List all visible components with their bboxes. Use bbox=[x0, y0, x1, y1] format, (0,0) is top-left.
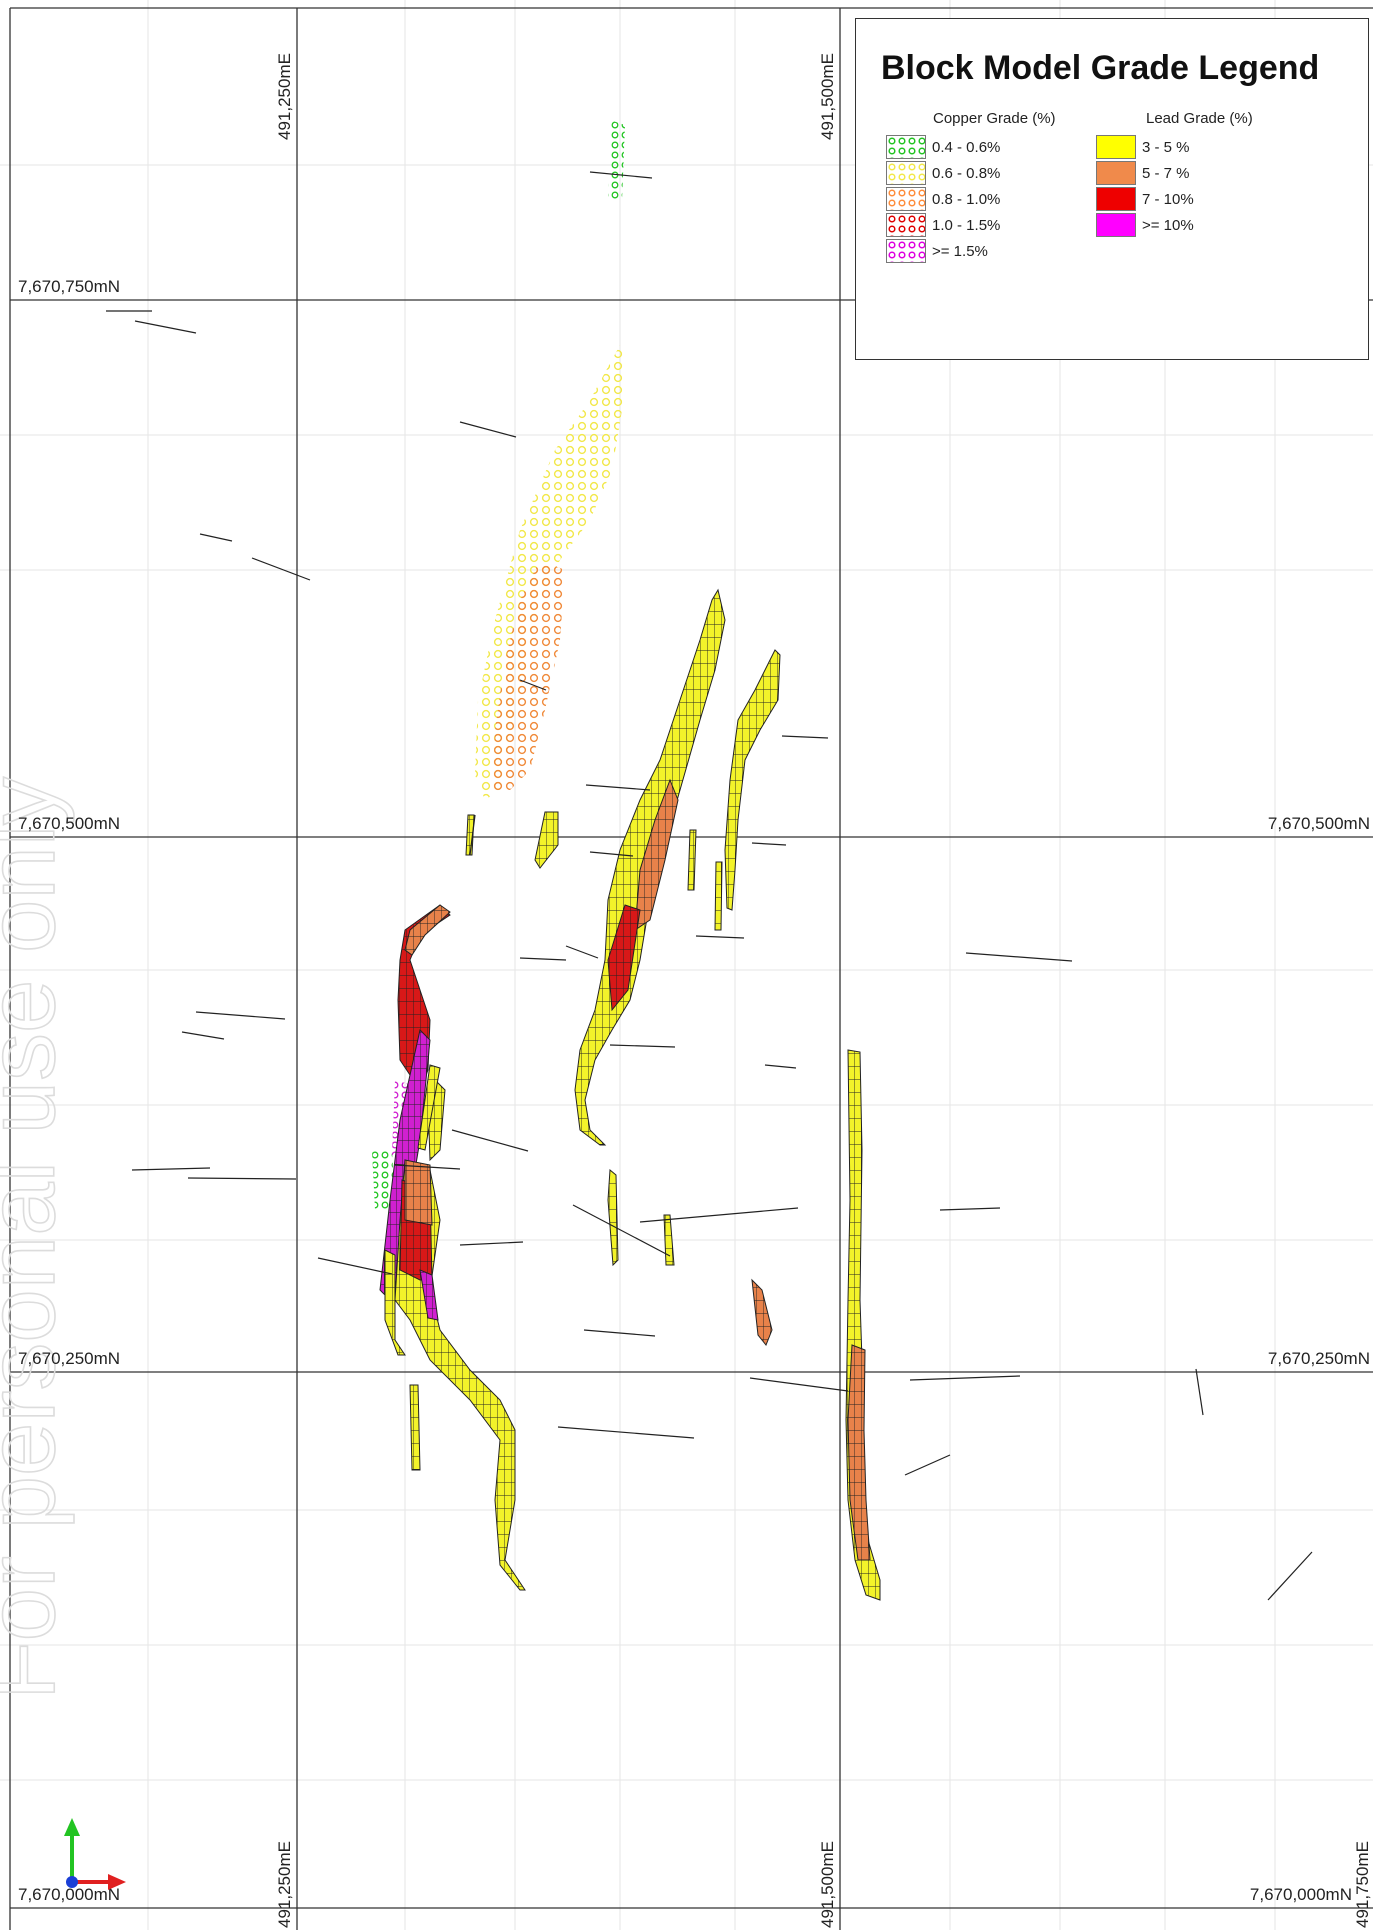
copper-legend-label: 0.8 - 1.0% bbox=[932, 190, 1001, 208]
easting-label-bottom-1: 491,250mE bbox=[275, 1841, 294, 1928]
copper-legend-label: 0.4 - 0.6% bbox=[932, 138, 1001, 156]
lead-legend-item: 3 - 5 % bbox=[1096, 135, 1190, 159]
lode-central-red bbox=[607, 904, 641, 1012]
lode-west-left-sliver bbox=[384, 1249, 406, 1356]
copper-legend-item: >= 1.5% bbox=[886, 239, 988, 263]
grade-legend: Block Model Grade Legend Copper Grade (%… bbox=[855, 18, 1369, 360]
lode-west-orange-core bbox=[404, 1159, 433, 1226]
lode-east-north bbox=[724, 649, 781, 911]
northing-label-left-2: 7,670,500mN bbox=[18, 814, 120, 833]
lead-legend-label: 5 - 7 % bbox=[1142, 164, 1190, 182]
lode-west-upper-sliver bbox=[417, 1064, 441, 1151]
lead-grade-blocks bbox=[379, 588, 881, 1601]
northing-label-left-4: 7,670,000mN bbox=[18, 1885, 120, 1904]
grid-labels: 491,250mE 491,500mE 491,250mE 491,500mE … bbox=[18, 53, 1372, 1928]
copper-swatch-3 bbox=[886, 213, 926, 237]
easting-label-top-1: 491,250mE bbox=[275, 53, 294, 140]
lode-central-orange bbox=[634, 778, 679, 931]
copper-zone-orange bbox=[492, 560, 565, 790]
copper-legend-item: 0.8 - 1.0% bbox=[886, 187, 1000, 211]
copper-zone-green-north bbox=[608, 120, 625, 200]
lead-legend-item: >= 10% bbox=[1096, 213, 1194, 237]
copper-legend-item: 1.0 - 1.5% bbox=[886, 213, 1000, 237]
legend-title: Block Model Grade Legend bbox=[881, 49, 1320, 87]
pod-north-2 bbox=[465, 814, 475, 856]
lead-swatch-2 bbox=[1096, 187, 1136, 211]
northing-label-left-1: 7,670,750mN bbox=[18, 277, 120, 296]
lead-legend-label: 3 - 5 % bbox=[1142, 138, 1190, 156]
lead-swatch-0 bbox=[1096, 135, 1136, 159]
northing-label-right-1: 7,670,500mN bbox=[1268, 814, 1370, 833]
northing-label-left-3: 7,670,250mN bbox=[18, 1349, 120, 1368]
copper-legend-label: 1.0 - 1.5% bbox=[932, 216, 1001, 234]
lead-grade-heading: Lead Grade (%) bbox=[1146, 110, 1253, 127]
lead-legend-item: 5 - 7 % bbox=[1096, 161, 1190, 185]
pod-center-1 bbox=[607, 1168, 619, 1267]
pod-center-orange bbox=[751, 1278, 773, 1346]
lead-legend-item: 7 - 10% bbox=[1096, 187, 1194, 211]
easting-label-bottom-2: 491,500mE bbox=[818, 1841, 837, 1928]
northing-label-right-3: 7,670,000mN bbox=[1250, 1885, 1352, 1904]
copper-swatch-4 bbox=[886, 239, 926, 263]
copper-grade-zone bbox=[372, 120, 626, 1210]
lead-legend-label: >= 10% bbox=[1142, 216, 1194, 234]
copper-legend-label: 0.6 - 0.8% bbox=[932, 164, 1001, 182]
copper-swatch-0 bbox=[886, 135, 926, 159]
easting-label-top-2: 491,500mE bbox=[818, 53, 837, 140]
copper-legend-item: 0.4 - 0.6% bbox=[886, 135, 1000, 159]
copper-legend-item: 0.6 - 0.8% bbox=[886, 161, 1000, 185]
easting-label-bottom-3: 491,750mE bbox=[1353, 1841, 1372, 1928]
pod-center-2 bbox=[663, 1214, 675, 1266]
northing-label-right-2: 7,670,250mN bbox=[1268, 1349, 1370, 1368]
watermark-text: For personal use only bbox=[0, 777, 75, 1700]
lode-west-pink bbox=[419, 1269, 439, 1321]
lead-swatch-3 bbox=[1096, 213, 1136, 237]
pod-south-west bbox=[409, 1384, 421, 1471]
pod-east-small bbox=[687, 829, 697, 891]
lode-west-top-orange bbox=[404, 904, 451, 956]
copper-swatch-1 bbox=[886, 161, 926, 185]
pod-east-tick bbox=[714, 861, 723, 931]
copper-zone-green-south bbox=[372, 1150, 395, 1210]
lode-east-long-orange bbox=[847, 1344, 871, 1561]
pod-north-1 bbox=[534, 811, 559, 869]
axis-triad-icon bbox=[64, 1818, 126, 1890]
copper-swatch-2 bbox=[886, 187, 926, 211]
copper-legend-label: >= 1.5% bbox=[932, 242, 988, 260]
drill-hole-traces bbox=[106, 171, 1313, 1601]
lead-legend-label: 7 - 10% bbox=[1142, 190, 1194, 208]
lead-swatch-1 bbox=[1096, 161, 1136, 185]
copper-grade-heading: Copper Grade (%) bbox=[933, 110, 1056, 127]
